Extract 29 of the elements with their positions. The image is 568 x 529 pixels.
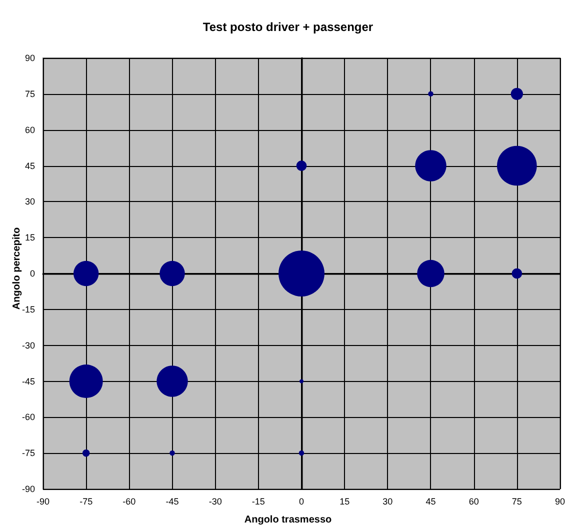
y-tick-label: 30 bbox=[24, 196, 35, 207]
y-tick-label: -60 bbox=[22, 412, 35, 422]
x-tick-label: -75 bbox=[80, 496, 93, 506]
y-tick-label: 45 bbox=[24, 160, 35, 171]
y-tick-label: -75 bbox=[22, 448, 35, 458]
chart-title: Test posto driver + passenger bbox=[202, 20, 374, 34]
y-tick-label: -90 bbox=[22, 484, 35, 494]
x-tick-label: 75 bbox=[512, 496, 522, 506]
x-tick-label: 0 bbox=[298, 496, 304, 506]
x-tick-label: 45 bbox=[426, 496, 436, 506]
x-tick-label: -60 bbox=[122, 496, 136, 506]
x-tick-label: -45 bbox=[166, 496, 179, 506]
x-tick-label: 90 bbox=[554, 496, 565, 506]
x-tick-label: 30 bbox=[382, 496, 393, 506]
y-tick-label: -45 bbox=[22, 376, 35, 386]
x-axis-title: Angolo trasmesso bbox=[244, 514, 332, 526]
y-tick-label: -30 bbox=[22, 340, 35, 350]
y-tick-label: 15 bbox=[24, 232, 35, 243]
x-tick-label: 15 bbox=[340, 496, 350, 506]
x-tick-label: 60 bbox=[468, 496, 479, 506]
y-tick-label: 75 bbox=[24, 88, 35, 99]
x-tick-label: -15 bbox=[252, 496, 265, 506]
x-tick-label: -90 bbox=[36, 496, 50, 506]
y-tick-label: 60 bbox=[24, 124, 35, 135]
y-tick-label: -15 bbox=[22, 304, 35, 314]
x-tick-label: -30 bbox=[208, 496, 222, 506]
y-tick-label: 0 bbox=[30, 268, 35, 278]
y-tick-label: 90 bbox=[24, 53, 35, 63]
y-axis-title: Angolo percepito bbox=[12, 227, 22, 310]
